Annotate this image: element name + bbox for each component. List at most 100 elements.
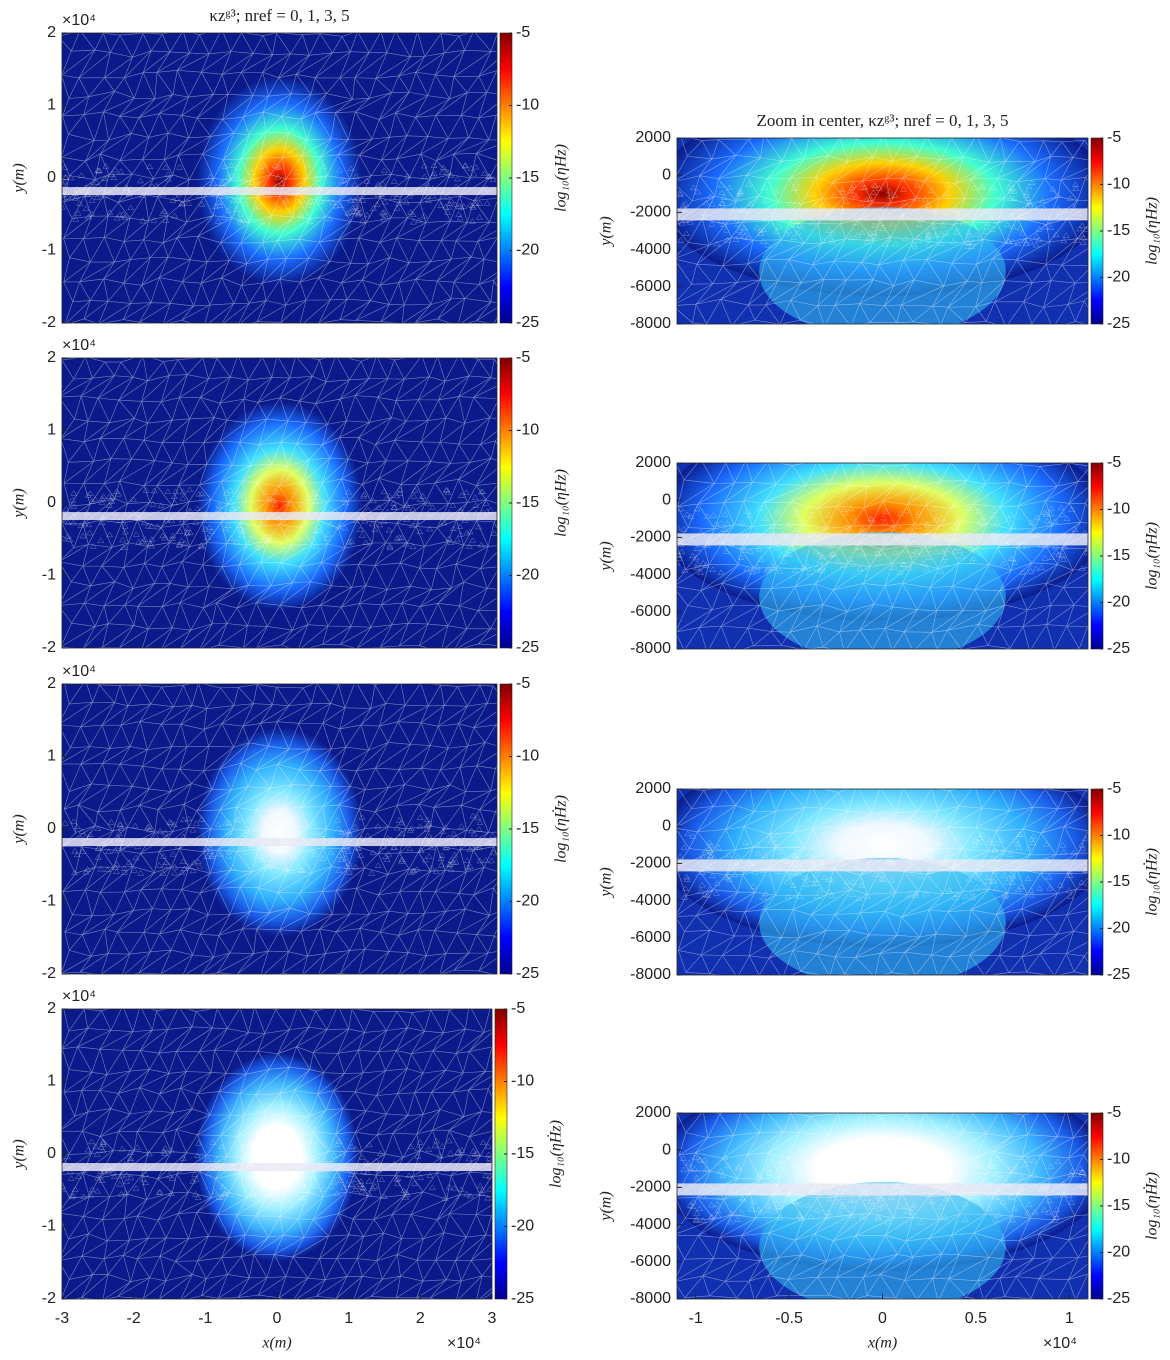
colorbar-tick-label: -10 [1107,501,1130,518]
y-axis-label: y(m) [598,1191,615,1222]
x-multiplier: ×10⁴ [1043,1335,1077,1352]
x-tick-label: 2 [416,1310,425,1327]
colorbar-tick-label: -25 [516,965,539,982]
y-tick-label: -1 [42,242,56,259]
plot-area [62,684,497,974]
panel-title: κzᵍ³; nref = 0, 1, 3, 5 [209,6,349,25]
y-tick-label: -1 [42,1218,56,1235]
y-tick-label: 2 [47,675,56,692]
colorbar-tick-label: -10 [516,748,539,765]
y-tick-label: 2 [47,349,56,366]
colorbar-label: log₁₀(ηHz) [553,144,570,212]
colorbar-tick-label: -15 [1107,1197,1130,1214]
colorbar-tick-label: -25 [1107,640,1130,657]
panel: -8000 -6000 -4000 -2000 0 2000 y(m) Zoom in cen… [598,111,1161,332]
y-tick-label: -6000 [630,278,671,295]
colorbar-tick-label: -20 [1107,594,1130,611]
panel: -8000 -6000 -4000 -2000 0 2000 -1 -0.5 0 0.5 1 y(m)… [598,1104,1161,1352]
colorbar-tick-label: -5 [1107,780,1121,797]
y-tick-label: 2000 [635,129,671,146]
y-axis-label: y(m) [11,814,28,845]
y-tick-label: 1 [47,748,56,765]
colorbar-tick-label: -10 [516,422,539,439]
colorbar-tick-label: -20 [1107,1244,1130,1261]
colorbar-tick-label: -5 [1107,1104,1121,1121]
y-tick-label: 0 [662,166,671,183]
axes-box [676,462,1089,650]
mesh [677,463,1088,649]
heat [759,1181,1006,1299]
mesh-fine [679,1154,1088,1225]
colorbar-tick-label: -15 [1107,873,1130,890]
colorbar-tick-label: -5 [516,24,530,41]
interface-band [62,512,497,521]
colorbar-tick-label: -15 [516,820,539,837]
plot-area [62,358,497,648]
heat [195,1052,359,1262]
mesh [62,358,497,648]
y-tick-label: 2 [47,24,56,41]
y-tick-label: -2000 [630,529,671,546]
y-tick-label: -4000 [630,241,671,258]
colorbar-tick-label: -5 [1107,454,1121,471]
colorbar-tick-label: -5 [516,349,530,366]
mesh [62,1009,492,1299]
y-axis-label: y(m) [11,1139,28,1170]
x-tick-label: -1 [689,1310,703,1327]
colorbar-tick-label: -20 [516,242,539,259]
y-tick-label: 1 [47,1073,56,1090]
colorbar-tick-label: -15 [1107,547,1130,564]
colorbar-label: log₁₀(ηHz) [1144,522,1161,590]
x-axis-label: x(m) [867,1335,897,1352]
colorbar-tick-label: -5 [1107,129,1121,146]
interface-band [677,1183,1088,1196]
y-tick-label: -8000 [630,1290,671,1307]
x-tick-label: 3 [488,1310,497,1327]
x-tick-label: -1 [198,1310,212,1327]
plot-area [62,1009,492,1299]
colorbar-tick-label: -15 [516,494,539,511]
heat [759,206,1006,324]
colorbar-label: log₁₀(ηHz) [553,469,570,537]
y-multiplier: ×10⁴ [62,337,96,354]
y-multiplier: ×10⁴ [62,663,96,680]
panel: -8000 -6000 -4000 -2000 0 2000 y(m) -25 -20 -15 -1… [598,780,1161,983]
panel: -8000 -6000 -4000 -2000 0 2000 y(m) -25 -20 -15 -1… [598,454,1161,657]
y-tick-label: 1 [47,97,56,114]
colorbar-label: log₁₀(ηḢz) [547,1120,565,1188]
interface-band [62,187,497,196]
colorbar-tick-label: -25 [516,639,539,656]
x-tick-label: 1 [344,1310,353,1327]
y-tick-label: 2000 [635,454,671,471]
mesh-fine [62,812,497,876]
plot-area [677,789,1088,975]
mesh [677,1113,1088,1299]
colorbar-tick-label: -20 [511,1218,534,1235]
plot-area [62,33,497,323]
plot-area [677,138,1088,324]
x-tick-label: 0.5 [965,1310,987,1327]
y-axis-label: y(m) [598,541,615,572]
interface-band [62,1163,492,1172]
y-tick-label: -8000 [630,315,671,332]
y-tick-label: 0 [662,491,671,508]
y-multiplier: ×10⁴ [62,988,96,1005]
y-tick-label: -4000 [630,892,671,909]
colorbar-label: log₁₀(ηḢz) [552,795,570,863]
y-tick-label: -6000 [630,603,671,620]
mesh-fine [62,161,497,225]
y-tick-label: -4000 [630,566,671,583]
y-tick-label: -2000 [630,204,671,221]
y-tick-label: 1 [47,422,56,439]
colorbar-tick-label: -5 [516,675,530,692]
y-tick-label: 0 [662,1141,671,1158]
x-multiplier: ×10⁴ [447,1335,481,1352]
y-axis-label: y(m) [11,163,28,194]
colorbar-tick-label: -15 [516,169,539,186]
y-multiplier: ×10⁴ [62,12,96,29]
y-tick-label: -1 [42,893,56,910]
y-tick-label: 0 [47,820,56,837]
interface-band [677,859,1088,872]
